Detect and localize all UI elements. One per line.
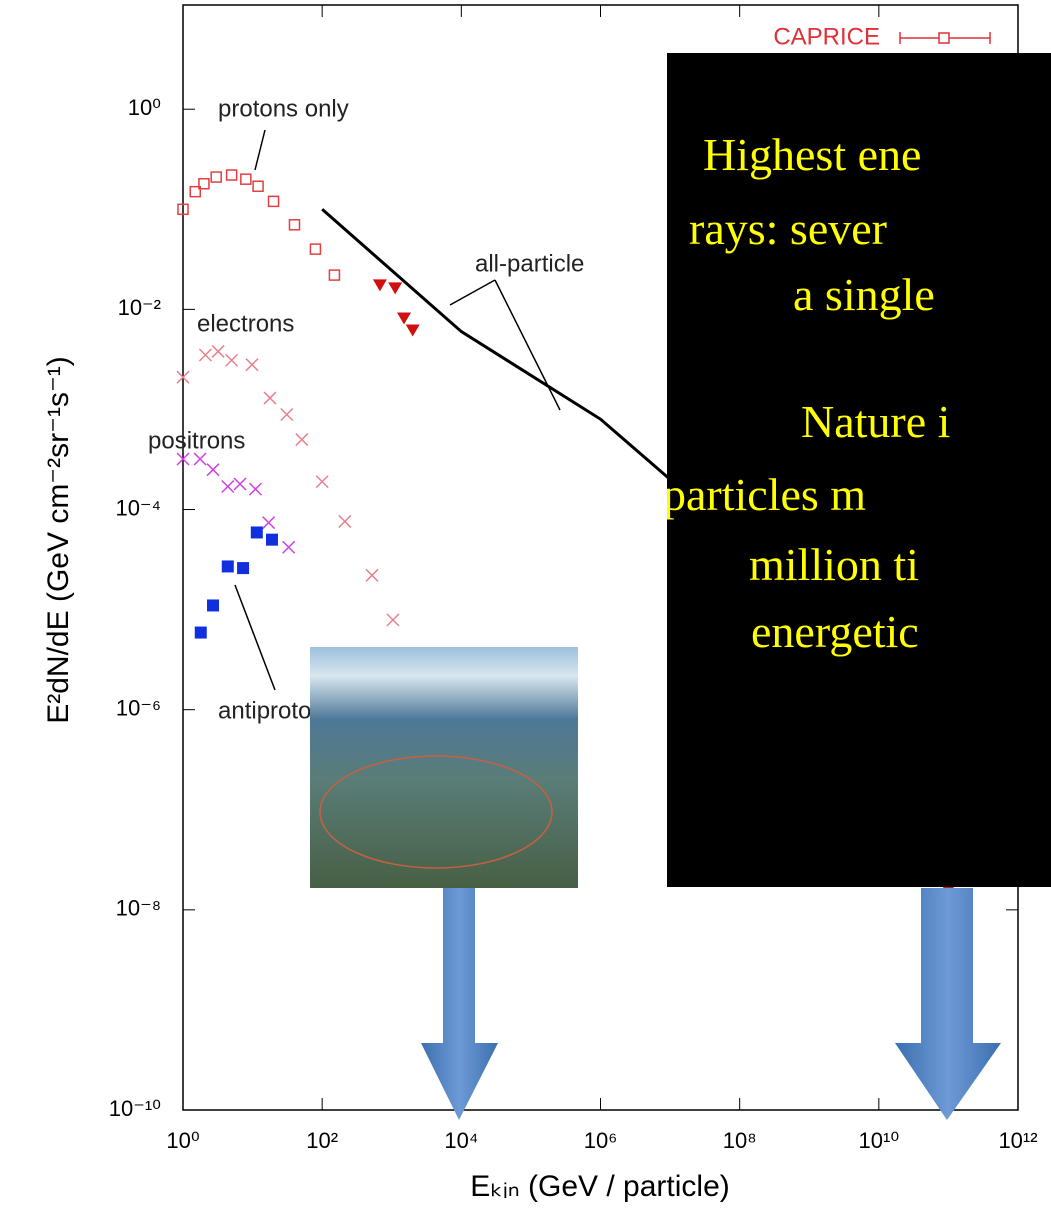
point — [210, 171, 222, 183]
point — [262, 516, 276, 530]
x-tick-label: 10⁴ — [444, 1128, 478, 1153]
x-tick-label: 10² — [306, 1128, 338, 1153]
y-tick-label: 10⁻⁸ — [116, 896, 161, 921]
point — [194, 626, 207, 639]
point — [198, 348, 212, 362]
point — [206, 463, 220, 477]
point — [248, 482, 262, 496]
point — [263, 391, 277, 405]
photo-art — [319, 755, 553, 869]
overlay-text: million ti — [749, 539, 919, 590]
point — [176, 452, 190, 466]
ring — [319, 755, 553, 869]
point — [397, 312, 412, 325]
point — [265, 533, 278, 546]
point — [177, 203, 189, 216]
point — [207, 599, 220, 612]
point — [237, 562, 250, 575]
lhc-photo — [310, 647, 578, 888]
point — [245, 358, 259, 372]
y-tick-label: 10⁰ — [128, 95, 161, 120]
overlay-text: Highest ene — [703, 129, 922, 180]
point — [365, 568, 379, 582]
overlay-text: energetic — [751, 606, 919, 657]
x-axis-label: Eₖᵢₙ (GeV / particle) — [470, 1170, 730, 1203]
x-tick-label: 10⁰ — [166, 1128, 199, 1153]
y-axis-label: E²dN/dE (GeV cm⁻²sr⁻¹s⁻¹) — [42, 356, 75, 724]
overlay-text: a single — [793, 269, 935, 320]
annotation-arrow — [494, 279, 561, 411]
series-label: protons only — [218, 95, 349, 122]
point — [388, 282, 403, 295]
point — [405, 324, 420, 337]
point — [267, 195, 280, 208]
point — [189, 185, 202, 198]
point — [233, 477, 247, 491]
y-tick-label: 10⁻⁴ — [115, 495, 161, 520]
series-line — [321, 208, 672, 481]
annotation-arrow — [449, 279, 496, 306]
point — [295, 433, 309, 447]
point — [225, 353, 239, 367]
annotation-arrow — [234, 584, 276, 691]
point — [328, 269, 341, 281]
annotation-arrow — [254, 129, 266, 171]
point — [240, 173, 252, 185]
point — [221, 479, 235, 493]
point — [221, 560, 234, 573]
point — [282, 540, 296, 554]
point — [338, 514, 352, 528]
x-tick-label: 10⁶ — [584, 1128, 618, 1153]
overlay-text: particles m — [667, 469, 867, 520]
y-tick-label: 10⁻⁶ — [116, 696, 161, 721]
overlay-text: Nature i — [801, 396, 951, 447]
point — [176, 370, 190, 384]
point — [309, 243, 322, 255]
x-tick-label: 10⁸ — [723, 1128, 757, 1153]
text-box: Highest ene rays: sever a single Nature i pa… — [667, 53, 1051, 887]
point — [225, 169, 238, 181]
x-tick-label: 10¹⁰ — [859, 1128, 900, 1153]
overlay-text: rays: sever — [689, 203, 887, 254]
point — [288, 219, 301, 231]
point — [372, 279, 387, 292]
y-tick-label: 10⁻² — [118, 295, 161, 320]
point — [250, 526, 263, 539]
legend-symbol — [938, 32, 950, 44]
point — [252, 180, 264, 192]
series-label: all-particle — [475, 250, 584, 277]
point — [315, 475, 329, 489]
series-label: electrons — [197, 310, 294, 337]
point — [386, 613, 400, 627]
series-label: positrons — [148, 427, 245, 454]
point — [211, 344, 225, 358]
point — [193, 452, 207, 466]
legend-label: CAPRICE — [773, 23, 880, 50]
point — [198, 178, 210, 190]
x-tick-label: 10¹² — [998, 1128, 1037, 1153]
point — [280, 407, 294, 422]
y-tick-label: 10⁻¹⁰ — [109, 1096, 161, 1121]
